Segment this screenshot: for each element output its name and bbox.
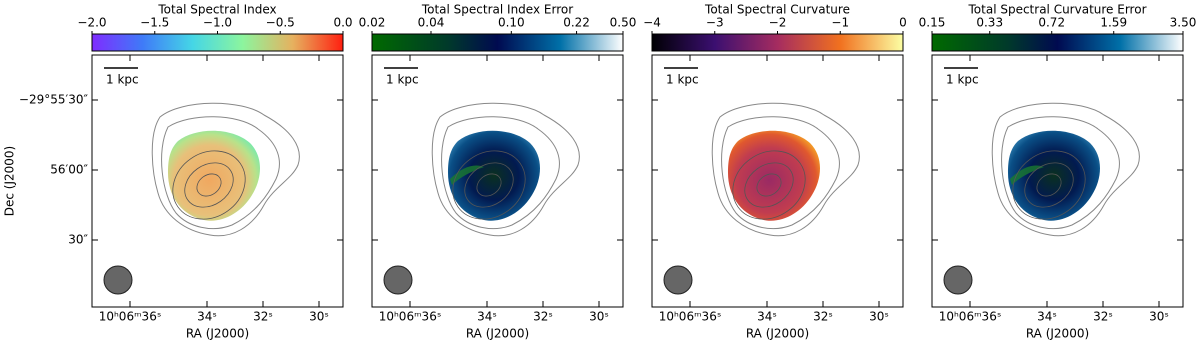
- axes-frame: [651, 54, 904, 308]
- inner-contour: [1012, 150, 1086, 220]
- outer-contour: [991, 102, 1140, 237]
- colorbar-tick-label: −0.5: [266, 16, 295, 30]
- x-tick-label: 10ʰ06ᵐ36ˢ: [379, 310, 442, 324]
- scale-bar-label: 1 kpc: [106, 73, 139, 87]
- emission-map: [448, 130, 540, 221]
- x-tick-label: 30ˢ: [589, 310, 609, 324]
- inner-contour: [172, 150, 246, 220]
- inner-contour: [1024, 162, 1074, 208]
- x-tick-label: 30ˢ: [1149, 310, 1169, 324]
- colorbar-tick-label: 0.04: [418, 16, 445, 30]
- map-panel: 1 kpc 10ʰ06ᵐ36ˢ 34ˢ 32ˢ 30ˢ RA (J2000): [91, 54, 344, 341]
- emission-map: [728, 130, 820, 221]
- x-tick-label: 10ʰ06ᵐ36ˢ: [659, 310, 722, 324]
- x-tick-label: 32ˢ: [1093, 310, 1113, 324]
- emission-map: [168, 130, 260, 221]
- contour: [1001, 116, 1120, 230]
- colorbar-title: Total Spectral Curvature: [704, 3, 850, 17]
- x-tick-label: 34ˢ: [757, 310, 777, 324]
- colorbar-title: Total Spectral Index: [157, 3, 276, 17]
- x-axis-label: RA (J2000): [746, 327, 809, 341]
- contour: [441, 116, 560, 230]
- x-tick-label: 34ˢ: [197, 310, 217, 324]
- colorbar-tick-label: −2: [769, 16, 787, 30]
- outer-contour: [711, 102, 860, 237]
- x-tick-label: 30ˢ: [869, 310, 889, 324]
- outer-contour: [151, 102, 300, 237]
- x-tick-label: 10ʰ06ᵐ36ˢ: [99, 310, 162, 324]
- y-tick-label: −29°55′30″: [19, 93, 89, 107]
- colorbar-tick-label: 3.50: [1170, 16, 1197, 30]
- beam: [383, 265, 413, 295]
- map-panel: 1 kpc 10ʰ06ᵐ36ˢ 34ˢ 32ˢ 30ˢ RA (J2000): [371, 54, 624, 341]
- x-axis-label: RA (J2000): [186, 327, 249, 341]
- colorbar-tick-label: −1: [831, 16, 849, 30]
- inner-contour: [732, 150, 806, 220]
- x-tick-label: 10ʰ06ᵐ36ˢ: [939, 310, 1002, 324]
- inner-contour: [1036, 173, 1062, 197]
- colorbar: [931, 33, 1184, 52]
- beam: [663, 265, 693, 295]
- axes-frame: [931, 54, 1184, 308]
- colorbar: [91, 33, 344, 52]
- x-tick-label: 32ˢ: [533, 310, 553, 324]
- colorbar-tick-label: 1.59: [1100, 16, 1127, 30]
- y-tick-label: 56′00″: [50, 163, 88, 177]
- scale-bar-label: 1 kpc: [666, 73, 699, 87]
- x-tick-label: 34ˢ: [1037, 310, 1057, 324]
- map-panel: 1 kpc 10ʰ06ᵐ36ˢ 34ˢ 32ˢ 30ˢ RA (J2000): [651, 54, 904, 341]
- colorbar-title: Total Spectral Curvature Error: [968, 3, 1147, 17]
- colorbar-tick-label: 0.10: [498, 16, 525, 30]
- outer-contour: [431, 102, 580, 237]
- beam: [943, 265, 973, 295]
- x-axis-label: RA (J2000): [466, 327, 529, 341]
- colorbar-tick-label: 0: [899, 16, 907, 30]
- map-panel: 1 kpc 10ʰ06ᵐ36ˢ 34ˢ 32ˢ 30ˢ RA (J2000): [931, 54, 1184, 341]
- inner-contour: [184, 162, 234, 208]
- inner-contour: [452, 150, 526, 220]
- scale-bar-label: 1 kpc: [946, 73, 979, 87]
- inner-contour: [196, 173, 222, 197]
- inner-contour: [756, 173, 782, 197]
- axes-frame: [91, 54, 344, 308]
- colorbar-tick-label: 0.72: [1038, 16, 1065, 30]
- inner-contour: [744, 162, 794, 208]
- colorbar: [371, 33, 624, 52]
- colorbar-tick-label: −2.0: [77, 16, 106, 30]
- colorbar-tick-label: 0.0: [333, 16, 352, 30]
- scale-bar-label: 1 kpc: [386, 73, 419, 87]
- emission-map: [1008, 130, 1100, 221]
- axes-frame: [371, 54, 624, 308]
- contour: [161, 116, 280, 230]
- x-tick-label: 34ˢ: [477, 310, 497, 324]
- y-axis-label: Dec (J2000): [3, 146, 17, 216]
- colorbar-title: Total Spectral Index Error: [421, 3, 573, 17]
- colorbar-tick-label: 0.50: [610, 16, 637, 30]
- x-tick-label: 30ˢ: [309, 310, 329, 324]
- colorbar-tick-label: −1.5: [140, 16, 169, 30]
- colorbar: [651, 33, 904, 52]
- inner-contour: [464, 162, 514, 208]
- y-tick-label: 30″: [68, 233, 88, 247]
- x-tick-label: 32ˢ: [253, 310, 273, 324]
- colorbar-tick-label: 0.22: [563, 16, 590, 30]
- inner-contour: [476, 173, 502, 197]
- colorbar-tick-label: 0.15: [919, 16, 946, 30]
- colorbar-tick-label: −4: [643, 16, 661, 30]
- colorbar-tick-label: 0.02: [359, 16, 386, 30]
- colorbar-tick-label: −1.0: [203, 16, 232, 30]
- colorbar-tick-label: −3: [706, 16, 724, 30]
- colorbar-tick-label: 0.33: [976, 16, 1003, 30]
- beam: [103, 265, 133, 295]
- contour: [721, 116, 840, 230]
- x-axis-label: RA (J2000): [1026, 327, 1089, 341]
- x-tick-label: 32ˢ: [813, 310, 833, 324]
